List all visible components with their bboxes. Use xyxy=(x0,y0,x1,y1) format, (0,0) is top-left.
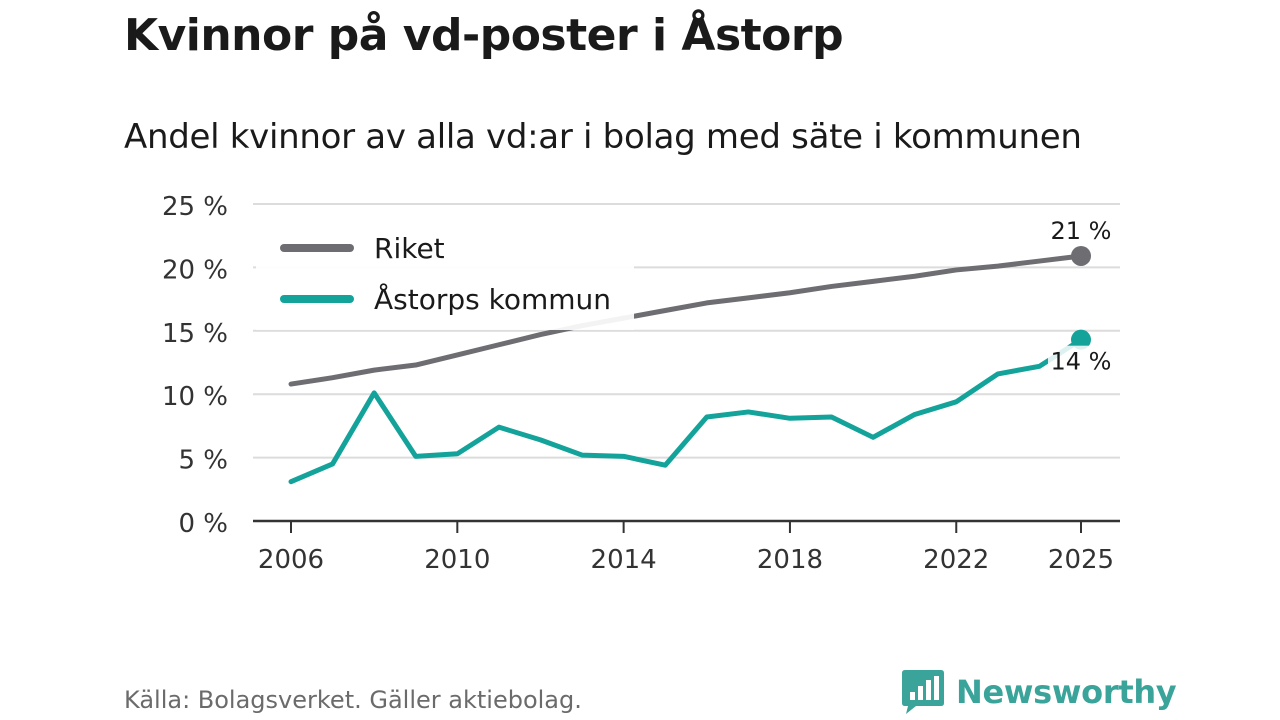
chart-title: Kvinnor på vd-poster i Åstorp xyxy=(124,10,844,61)
y-tick-label: 0 % xyxy=(178,509,228,539)
x-tick-label: 2022 xyxy=(923,545,989,575)
y-tick-label: 20 % xyxy=(162,255,228,285)
y-tick-label: 5 % xyxy=(178,446,228,476)
chart-subtitle: Andel kvinnor av alla vd:ar i bolag med … xyxy=(124,117,1082,157)
x-tick-label: 2010 xyxy=(424,545,490,575)
end-marker-riket xyxy=(1071,245,1091,266)
x-tick-label: 2006 xyxy=(258,545,324,575)
brand-name: Newsworthy xyxy=(956,673,1177,711)
end-label-halo xyxy=(1048,345,1114,378)
y-tick-label: 15 % xyxy=(162,319,228,349)
x-tick-label: 2025 xyxy=(1048,545,1114,575)
end-marker-astorp xyxy=(1071,329,1091,350)
series-line-riket xyxy=(288,253,1084,387)
source-note: Källa: Bolagsverket. Gäller aktiebolag. xyxy=(124,686,582,714)
y-tick-label: 10 % xyxy=(162,382,228,412)
brand-logo: Newsworthy xyxy=(902,670,1177,714)
x-tick-label: 2014 xyxy=(591,545,657,575)
end-label-riket: 21 % xyxy=(1051,217,1112,245)
y-tick-label: 25 % xyxy=(162,192,228,222)
legend-label-riket: Riket xyxy=(374,232,445,265)
x-tick-label: 2018 xyxy=(757,545,823,575)
legend-label-astorp: Åstorps kommun xyxy=(374,282,611,316)
end-label-astorp: 14 % xyxy=(1051,348,1112,376)
legend-background xyxy=(256,222,634,330)
series-line-astorp xyxy=(288,337,1084,485)
newsworthy-logo-icon xyxy=(902,670,944,714)
